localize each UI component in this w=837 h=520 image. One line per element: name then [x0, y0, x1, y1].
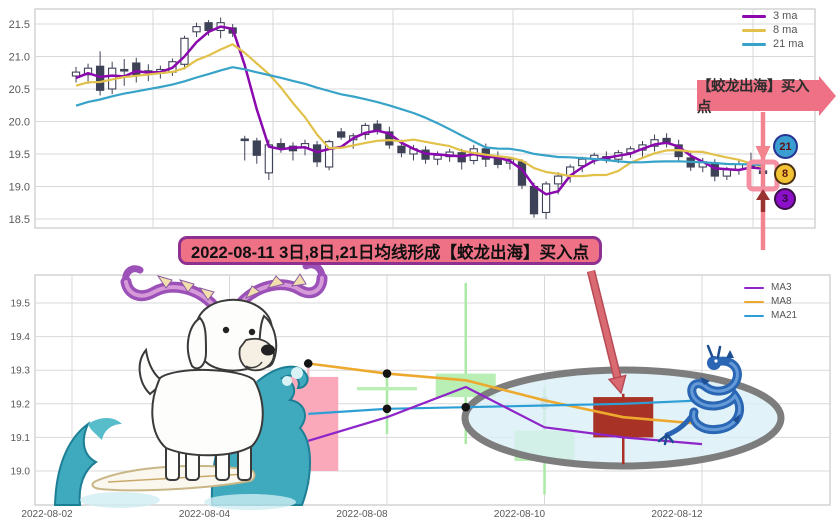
y-axis-tick-label: 20.5	[9, 84, 30, 96]
x-axis-tick-label: 2022-08-04	[179, 509, 231, 520]
ma-marker	[303, 359, 313, 368]
candle	[553, 175, 563, 185]
candle	[192, 26, 201, 33]
y-axis-tick-label: 18.5	[9, 214, 30, 226]
y-axis-tick-label: 19.5	[11, 299, 31, 310]
legend-label: 21 ma	[773, 38, 804, 50]
candle	[312, 144, 322, 163]
3ma-line-swatch	[742, 14, 766, 18]
legend-item-21ma: 21 ma	[742, 38, 804, 50]
candle	[120, 68, 129, 72]
buy-point-callout: 【蛟龙出海】买入点	[697, 75, 836, 116]
legend-item-8ma: 8 ma	[742, 24, 804, 36]
buy-point-callout-label: 【蛟龙出海】买入点	[697, 78, 810, 116]
legend-item-3ma: 3 ma	[742, 10, 804, 22]
candle	[276, 143, 286, 149]
bottom-chart-legend: MA3 MA8 MA21	[744, 282, 797, 322]
y-axis-tick-label: 19.0	[9, 182, 30, 194]
legend-item-ma8: MA8	[744, 296, 797, 308]
ma8-line-swatch	[744, 300, 764, 304]
y-axis-tick-label: 19.3	[11, 366, 31, 377]
badge-21ma: 21	[773, 134, 798, 159]
ma8-line	[308, 362, 703, 426]
ma3-line-swatch	[744, 286, 764, 290]
8ma-line-swatch	[742, 28, 766, 32]
legend-label: 8 ma	[773, 24, 798, 36]
candle	[95, 65, 105, 91]
y-axis-tick-label: 19.0	[11, 467, 31, 478]
top-chart-frame	[34, 8, 816, 229]
y-axis-tick-label: 19.5	[9, 149, 30, 161]
top-chart-legend: 3 ma 8 ma 21 ma	[742, 10, 804, 50]
annotation-arrow-head	[607, 374, 627, 395]
badge-3ma: 3	[774, 188, 796, 210]
ma3-line	[307, 385, 703, 446]
legend-label: MA3	[771, 282, 792, 293]
candle	[324, 141, 334, 168]
candle	[385, 131, 394, 146]
candle	[397, 145, 406, 154]
candle	[240, 138, 249, 142]
ma-marker	[461, 402, 471, 412]
legend-label: MA21	[771, 310, 798, 321]
legend-label: MA8	[771, 296, 792, 307]
ma8-line	[75, 43, 764, 178]
ma21-line	[75, 66, 764, 167]
y-axis-tick-label: 20.0	[9, 117, 30, 129]
candle	[361, 124, 370, 136]
bottom-chart: 19.0 19.1 19.2 19.3 19.4 19.5 2022-08-02 2022-0…	[11, 269, 831, 520]
pattern-banner: 2022-08-11 3日,8日,21日均线形成【蛟龙出海】买入点	[178, 236, 602, 265]
candle	[278, 376, 339, 471]
annotation-arrow-shaft	[588, 270, 621, 379]
candle	[71, 71, 81, 77]
x-axis-tick-label: 2022-08-02	[21, 509, 73, 520]
legend-label: 3 ma	[773, 10, 798, 22]
y-axis-tick-label: 21.5	[9, 19, 30, 31]
callout-arrow-right-icon	[819, 75, 836, 116]
up-arrow-icon	[756, 189, 770, 212]
ma21-line-swatch	[744, 314, 764, 318]
top-chart: 21.5 21.0 20.5 20.0 19.5 19.0 18.5	[9, 8, 816, 250]
ma3-line	[75, 25, 764, 196]
candle	[337, 131, 346, 138]
y-axis-tick-label: 21.0	[9, 52, 30, 64]
21ma-line-swatch	[742, 42, 766, 46]
badge-8ma: 8	[774, 163, 796, 185]
candle	[357, 387, 417, 391]
x-axis-tick-label: 2022-08-10	[494, 509, 546, 520]
down-arrow-icon	[755, 146, 771, 162]
x-axis-tick-label: 2022-08-12	[651, 509, 703, 520]
legend-item-ma3: MA3	[744, 282, 797, 294]
ma-marker	[382, 369, 392, 378]
y-axis-tick-label: 19.4	[11, 332, 31, 343]
candle	[541, 183, 551, 214]
y-axis-tick-label: 19.1	[11, 433, 31, 444]
bottom-chart-frame	[34, 274, 831, 506]
legend-item-ma21: MA21	[744, 310, 797, 322]
candle	[264, 144, 273, 174]
candle	[83, 67, 93, 76]
candle	[252, 140, 261, 156]
candle	[204, 22, 213, 32]
ma-marker	[382, 404, 392, 414]
y-axis-tick-label: 19.2	[11, 399, 31, 410]
x-axis-tick-label: 2022-08-08	[336, 509, 388, 520]
candle	[529, 185, 539, 215]
